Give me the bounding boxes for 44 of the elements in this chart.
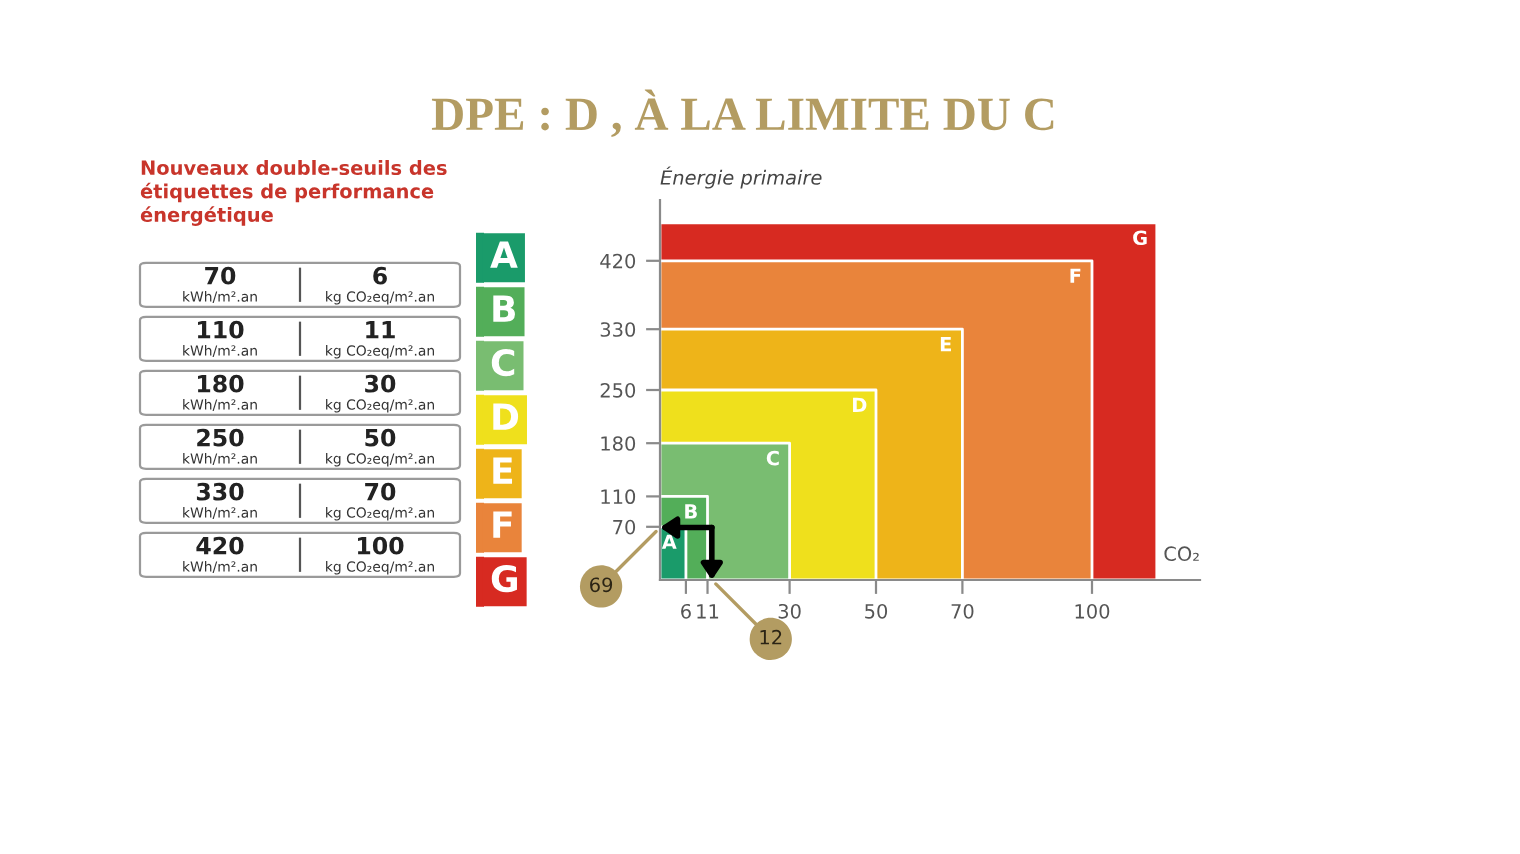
annotation: 12 [760, 629, 782, 645]
text: D [853, 397, 867, 413]
legend-label: G [491, 564, 517, 593]
x-tick-label: 11 [697, 604, 719, 619]
legend-label: B [493, 295, 515, 322]
text: E [940, 337, 951, 352]
x-tick-label: 100 [1075, 603, 1110, 619]
text: 420 [196, 536, 244, 555]
text: 70 [205, 266, 236, 285]
text: 100 [358, 536, 404, 555]
text: 50 [365, 428, 396, 447]
text: 180 [198, 374, 244, 393]
text: 6 [373, 266, 387, 285]
y-tick-label: 110 [601, 489, 636, 505]
y-tick-label: 330 [600, 322, 636, 337]
annotation: 69 [590, 577, 613, 593]
text: 11 [366, 321, 395, 339]
text: F [493, 511, 512, 538]
text: C [766, 450, 779, 466]
text: 30 [365, 374, 396, 393]
y-tick-label: 70 [613, 519, 636, 535]
y-tick-label: 250 [600, 382, 636, 398]
legend-label: C [491, 348, 515, 377]
legend-label: E [493, 457, 513, 484]
y-tick-label: 180 [601, 436, 636, 451]
chart-title: DPE : D , À LA LIMITE DU C [431, 89, 1054, 138]
y-axis-title: Énergie primaire [660, 166, 822, 189]
x-tick-label: 6 [681, 603, 691, 619]
text: 330 [196, 482, 244, 501]
text: G [1133, 230, 1147, 246]
x-axis-title: CO₂ [1164, 546, 1199, 562]
x-tick-label: 30 [778, 603, 801, 619]
text: 70 [365, 482, 396, 501]
text: A [661, 534, 677, 549]
text: Nouveaux double-seuils des étiquettes de performance énergétique [140, 160, 447, 226]
y-tick-label: 420 [600, 253, 636, 269]
x-tick-label: 70 [951, 603, 974, 619]
legend-label: A [490, 241, 518, 268]
series-label: F [1070, 268, 1081, 283]
text: 110 [198, 320, 244, 339]
text: B [685, 504, 697, 519]
legend-label: D [493, 403, 519, 430]
x-tick-label: 50 [865, 603, 888, 619]
text: 250 [197, 428, 244, 447]
